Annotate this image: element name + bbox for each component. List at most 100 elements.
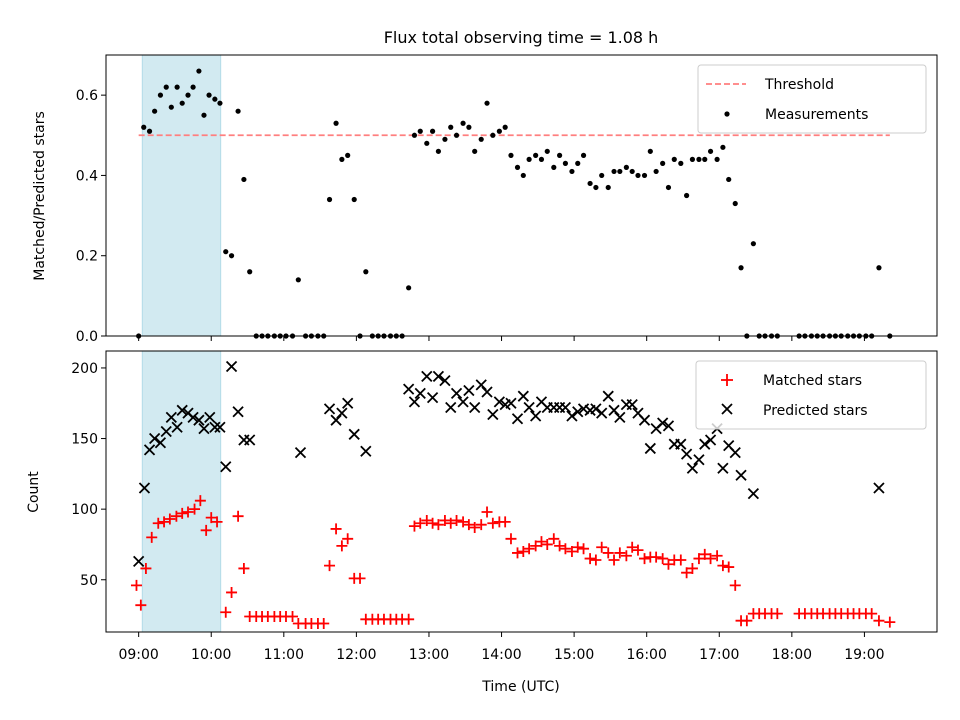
measurement-point (605, 184, 611, 191)
matched-star-point (432, 519, 444, 531)
matched-star-point (554, 540, 566, 552)
matched-star-point (481, 506, 493, 518)
measurement-point (575, 160, 581, 166)
matched-star-point (469, 522, 481, 534)
measurement-point (478, 136, 484, 142)
x-tick-label: 12:00 (336, 647, 376, 663)
measurement-point (196, 68, 202, 74)
measurement-point (295, 277, 301, 283)
predicted-star-point (481, 386, 493, 398)
predicted-star-point (644, 442, 656, 455)
predicted-star-point (693, 454, 705, 466)
matched-star-point (866, 608, 878, 620)
measurement-point (599, 172, 605, 179)
predicted-star-point (505, 397, 517, 409)
measurement-point (653, 168, 659, 175)
measurement-point (185, 92, 191, 98)
x-tick-label: 18:00 (772, 647, 812, 663)
matched-star-point (330, 523, 342, 535)
predicted-star-point (686, 462, 699, 474)
matched-star-point (602, 547, 614, 559)
measurement-point (689, 156, 696, 162)
y-tick-label: 0.0 (76, 329, 98, 345)
y-tick-label: 0.4 (76, 168, 98, 184)
predicted-star-point (133, 555, 145, 568)
top-x-ticks (138, 336, 865, 341)
matched-star-point (717, 560, 729, 572)
measurement-point (190, 84, 196, 90)
predicted-star-point (232, 406, 244, 418)
matched-star-point (639, 553, 651, 565)
measurement-point (593, 184, 599, 191)
predicted-star-point (699, 438, 711, 450)
predicted-star-point (662, 420, 675, 432)
matched-star-point (572, 541, 584, 553)
matched-star-point (158, 516, 170, 528)
measurement-point (411, 132, 418, 138)
predicted-star-point (493, 396, 506, 408)
matched-star-point (530, 540, 542, 552)
matched-star-point (662, 558, 674, 570)
matched-star-point (884, 616, 896, 628)
matched-star-point (699, 548, 711, 560)
matched-star-point (164, 513, 176, 525)
matched-star-point (130, 579, 142, 591)
matched-star-point (705, 553, 717, 565)
measurement-point (720, 144, 726, 150)
measurement-point (152, 108, 158, 114)
predicted-star-point (590, 403, 602, 415)
matched-star-point (408, 520, 420, 532)
measurement-point (660, 160, 666, 166)
predicted-star-point (577, 403, 590, 415)
measurement-point (417, 128, 423, 134)
predicted-star-point (717, 462, 729, 474)
measurement-point (217, 100, 223, 106)
predicted-star-point (735, 469, 747, 481)
measurement-point (435, 148, 441, 154)
x-tick-label: 19:00 (844, 647, 884, 663)
matched-star-point (211, 516, 223, 528)
predicted-star-point (209, 421, 221, 433)
bottom-axes-frame (105, 350, 938, 633)
y-tick-label: 50 (80, 573, 98, 589)
predicted-star-point (704, 434, 717, 446)
matched-star-point (523, 543, 535, 555)
measurement-point (212, 96, 218, 102)
predicted-star-point (873, 482, 885, 494)
measurement-point (484, 100, 490, 106)
predicted-star-point (457, 396, 469, 408)
predicted-star-point (148, 432, 161, 445)
predicted-star-point (445, 401, 457, 414)
predicted-star-point (220, 461, 232, 473)
predicted-star-point (487, 408, 499, 421)
top-legend-box (697, 64, 927, 134)
measurement-point (247, 269, 253, 275)
bottom-legend: Matched stars Predicted stars (695, 360, 927, 430)
measurement-point (611, 168, 617, 175)
matched-star-point (287, 610, 299, 622)
matched-star-point (614, 547, 626, 559)
matched-star-point (632, 544, 644, 556)
matched-star-point (675, 554, 687, 566)
legend-matched-label: Matched stars (763, 373, 862, 389)
measurement-point (684, 192, 690, 199)
bottom-y-axis: 50 100 150 200 (71, 361, 106, 589)
measurement-point (333, 120, 339, 126)
matched-star-point (505, 533, 517, 545)
matched-star-point (512, 547, 524, 559)
predicted-star-point (342, 397, 354, 409)
matched-star-point (200, 524, 212, 536)
matched-star-point (194, 495, 206, 507)
predicted-star-point (198, 423, 210, 435)
measurement-point (206, 92, 212, 98)
predicted-star-point (747, 487, 760, 500)
measurement-point (163, 84, 169, 90)
matched-star-point (140, 562, 152, 574)
measurement-point (157, 92, 164, 98)
predicted-star-point (566, 410, 578, 422)
bottom-x-axis: 09:00 10:00 11:00 12:00 13:00 14:00 15:00 16:00… (118, 632, 885, 663)
matched-star-point (584, 553, 596, 565)
predicted-star-point (165, 411, 177, 424)
top-y-axis: 0.0 0.2 0.4 0.6 (76, 88, 106, 345)
measurement-point (623, 164, 629, 170)
